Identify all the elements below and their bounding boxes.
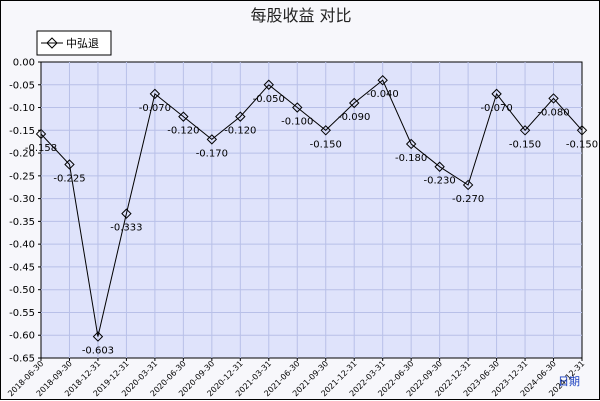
x-axis-ticks: 2018-06-302018-09-302018-12-312019-12-31…: [6, 358, 586, 398]
data-label: -0.070: [139, 103, 171, 114]
series-group: [35, 75, 588, 342]
chart-title: 每股收益 对比: [250, 6, 351, 25]
y-tick-label: -0.25: [9, 171, 35, 182]
legend-label: 中弘退: [66, 37, 99, 50]
data-label: -0.080: [537, 107, 569, 118]
data-label: -0.170: [196, 148, 228, 159]
y-tick-label: -0.30: [9, 194, 35, 205]
y-tick-label: 0.00: [13, 58, 35, 69]
data-point-marker: [206, 134, 218, 145]
data-label: -0.090: [338, 112, 370, 123]
data-point-marker: [64, 159, 75, 170]
data-label: -0.070: [480, 103, 512, 114]
y-tick-label: -0.20: [9, 149, 35, 160]
data-label: -0.333: [110, 223, 142, 234]
series-line: [40, 79, 583, 337]
data-point-marker: [519, 125, 531, 136]
data-label: -0.603: [82, 346, 114, 357]
data-point-marker: [149, 88, 161, 100]
data-point-marker: [462, 179, 474, 191]
data-label: -0.150: [566, 139, 598, 150]
y-tick-label: -0.65: [9, 354, 35, 365]
data-point-marker: [434, 161, 445, 172]
data-point-marker: [548, 93, 559, 104]
data-point-marker: [263, 79, 274, 90]
data-point-marker: [377, 75, 388, 86]
data-point-marker: [92, 331, 104, 342]
data-point-marker: [491, 88, 502, 100]
y-tick-label: -0.60: [9, 331, 35, 342]
legend-diamond-marker: [46, 37, 58, 49]
y-tick-label: -0.05: [9, 80, 35, 91]
data-point-marker: [576, 125, 588, 136]
y-tick-label: -0.10: [9, 103, 35, 114]
data-label: -0.150: [310, 139, 342, 150]
data-point-marker: [35, 128, 47, 140]
data-point-marker: [235, 111, 246, 122]
data-label: -0.230: [424, 176, 456, 187]
data-point-marker: [349, 97, 360, 109]
data-point-marker: [178, 111, 189, 122]
data-label: -0.158: [25, 143, 57, 154]
data-label: -0.040: [367, 89, 399, 100]
data-point-marker: [320, 125, 331, 136]
y-tick-label: -0.45: [9, 262, 35, 273]
data-point-marker: [121, 208, 132, 219]
data-label: -0.225: [53, 173, 85, 184]
data-label: -0.120: [167, 126, 199, 137]
data-label: -0.180: [395, 153, 427, 164]
y-tick-label: -0.35: [9, 217, 35, 228]
y-axis-ticks: 0.00 -0.05 -0.10 -0.15 -0.20 -0.25 -0.30 -0.35 -…: [9, 58, 41, 365]
y-tick-label: -0.40: [9, 240, 35, 251]
data-point-marker: [292, 102, 303, 113]
data-label: -0.120: [224, 126, 256, 137]
data-label: -0.100: [281, 117, 313, 128]
y-tick-label: -0.50: [9, 285, 35, 296]
data-label: -0.270: [452, 194, 484, 205]
y-tick-label: -0.15: [9, 126, 35, 137]
data-label: -0.150: [509, 139, 541, 150]
y-tick-label: -0.55: [9, 308, 35, 319]
data-label: -0.050: [253, 94, 285, 105]
x-axis-label: 日期: [558, 375, 580, 388]
plot-area: [40, 61, 583, 359]
data-labels: -0.158 -0.225 -0.603 -0.333 -0.070 -0.120 -0.1…: [25, 89, 598, 356]
legend: 中弘退: [36, 30, 112, 56]
data-point-marker: [405, 138, 417, 150]
